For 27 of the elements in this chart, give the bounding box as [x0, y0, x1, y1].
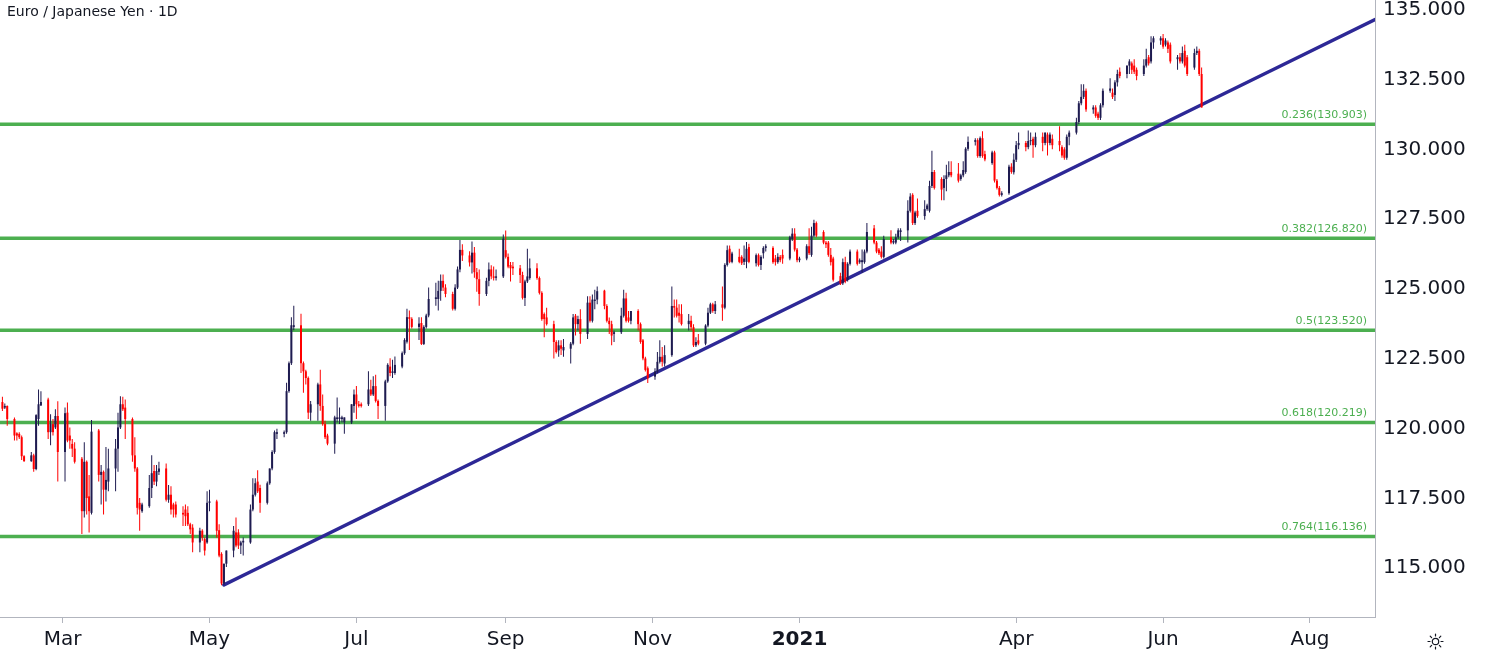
y-tick-label: 120.000	[1383, 414, 1466, 439]
y-tick-label: 132.500	[1383, 65, 1466, 90]
y-tick-label: 122.500	[1383, 344, 1466, 369]
y-tick-label: 117.500	[1383, 484, 1466, 509]
ref-line-label: 0.764(116.136)	[1281, 519, 1367, 533]
y-tick-label: 135.000	[1383, 0, 1466, 20]
ref-line-label: 0.618(120.219)	[1281, 405, 1367, 419]
x-tick-label: May	[188, 626, 231, 651]
x-tick-label: Nov	[633, 626, 673, 651]
chart-title: Euro / Japanese Yen · 1D	[7, 2, 178, 19]
ref-line-label: 0.236(130.903)	[1281, 107, 1367, 121]
candlestick	[434, 282, 437, 306]
x-tick-label: Jun	[1145, 626, 1179, 651]
x-tick-label: Mar	[43, 626, 83, 651]
ref-line-label: 0.382(126.820)	[1281, 221, 1367, 235]
candlestick	[495, 269, 498, 281]
x-tick-label: 2021	[771, 626, 828, 651]
y-tick-label: 127.500	[1383, 205, 1466, 230]
y-tick-label: 125.000	[1383, 275, 1466, 300]
ref-line-label: 0.5(123.520)	[1295, 313, 1367, 327]
x-tick-label: Apr	[998, 626, 1035, 651]
x-tick-label: Sep	[486, 626, 525, 651]
x-tick-label: Jul	[342, 626, 369, 651]
y-tick-label: 115.000	[1383, 554, 1466, 579]
candlestick	[721, 286, 724, 321]
y-tick-label: 130.000	[1383, 135, 1466, 160]
x-tick-label: Aug	[1290, 626, 1330, 651]
